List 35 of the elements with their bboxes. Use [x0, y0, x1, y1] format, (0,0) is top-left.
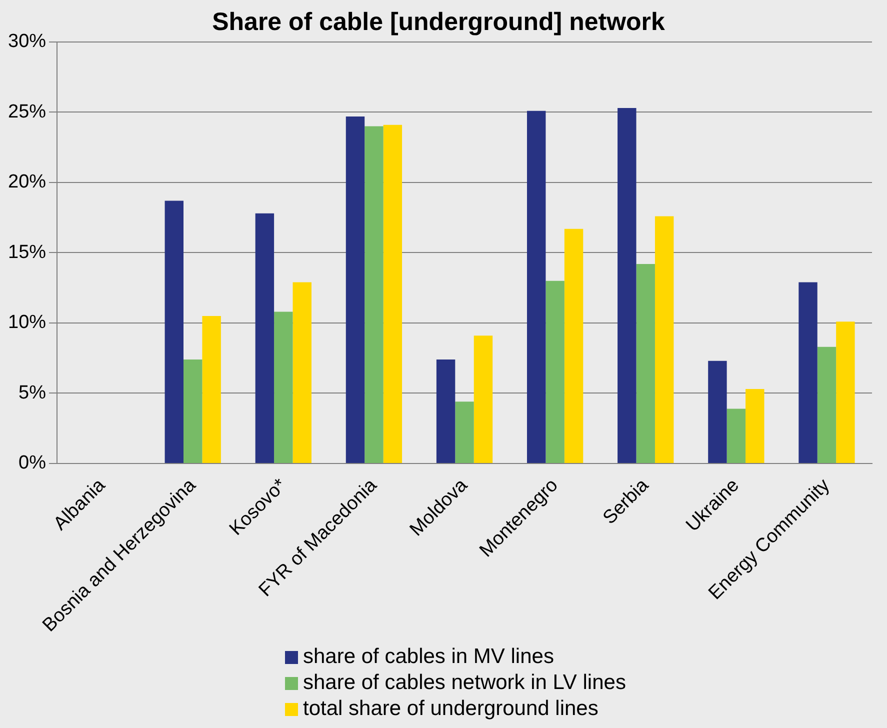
- bar: [636, 264, 655, 463]
- bar: [474, 336, 493, 463]
- bar: [364, 126, 384, 463]
- bar: [654, 216, 674, 463]
- y-tick-label: 25%: [8, 101, 46, 122]
- y-tick-label: 5%: [18, 382, 46, 404]
- bar: [564, 228, 584, 463]
- bar: [526, 110, 546, 463]
- bar: [546, 280, 564, 463]
- bar: [184, 360, 202, 463]
- y-tick-label: 30%: [8, 31, 46, 52]
- bar: [746, 389, 764, 463]
- y-tick-label: 15%: [8, 242, 46, 263]
- bar: [164, 200, 184, 463]
- bar: [798, 282, 818, 463]
- bar: [455, 402, 474, 463]
- bar: [274, 312, 293, 463]
- chart-title: Share of cable [underground] network: [212, 8, 665, 36]
- bar: [708, 360, 727, 463]
- bar: [436, 360, 456, 463]
- bar: [817, 346, 836, 463]
- bar: [383, 124, 402, 463]
- legend-label: share of cables in MV lines: [303, 644, 554, 670]
- bar: [618, 108, 636, 463]
- y-tick-label: 20%: [8, 172, 46, 193]
- legend-label: total share of underground lines: [303, 696, 598, 722]
- bar: [292, 282, 312, 463]
- bar: [726, 408, 746, 463]
- bar: [836, 322, 855, 463]
- bar: [255, 213, 274, 463]
- bar: [202, 316, 221, 463]
- legend-label: share of cables network in LV lines: [303, 670, 626, 696]
- bar: [346, 116, 365, 463]
- y-tick-label: 10%: [8, 312, 46, 334]
- y-tick-label: 0%: [18, 452, 46, 474]
